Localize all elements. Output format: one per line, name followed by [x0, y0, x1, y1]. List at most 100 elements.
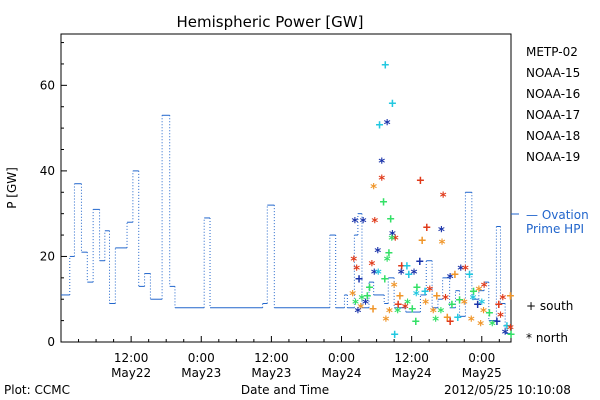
north-point: * [370, 268, 378, 283]
legend-entry: NOAA-19 [526, 150, 580, 164]
north-point: * [507, 323, 515, 338]
north-point: * [429, 306, 437, 321]
south-point: + [474, 298, 482, 313]
south-point: + [507, 289, 515, 304]
north-point: * [388, 233, 396, 248]
north-point: * [362, 298, 370, 313]
satellite-points: +++ *** +*+ *+* * * + **** + ** +* * +* ++* ** * +* **++ +… [349, 58, 515, 343]
south-point: + [381, 272, 389, 287]
north-point: * [422, 298, 430, 313]
north-point: * [397, 268, 405, 283]
north-point: * [457, 263, 465, 278]
north-point: * [383, 118, 391, 133]
north-point: * [386, 306, 394, 321]
north-point: * [349, 289, 357, 304]
south-point: + [448, 298, 456, 313]
south-point: + [355, 272, 363, 287]
south-point: + [421, 285, 429, 300]
south-point: + [363, 289, 371, 304]
south-point: + [451, 268, 459, 283]
north-point: * [391, 233, 399, 248]
south-point: + [387, 212, 395, 227]
north-point: * [388, 229, 396, 244]
ovation-prime-series [61, 114, 511, 334]
x-tick-time: 0:00 [188, 351, 215, 365]
north-point: * [467, 315, 475, 330]
south-point: + [376, 118, 384, 133]
north-point: * [374, 268, 382, 283]
south-point: + [380, 195, 388, 210]
north-point: * [382, 315, 390, 330]
south-point: + [391, 327, 399, 342]
south-point: + [466, 268, 474, 283]
legend: METP-02 NOAA-15 NOAA-16 NOAA-17 NOAA-18 NOAA-… [526, 45, 580, 164]
south-point: + [503, 319, 511, 334]
north-point: * [426, 285, 434, 300]
y-tick-label: 20 [40, 249, 55, 263]
north-point: * [439, 191, 447, 206]
north-point: * [378, 173, 386, 188]
north-point: * [368, 259, 376, 274]
legend-entry: NOAA-18 [526, 129, 580, 143]
x-tick-date: May25 [462, 366, 502, 380]
north-point: * [374, 246, 382, 261]
x-tick-date: May23 [251, 366, 291, 380]
south-point: + [423, 221, 431, 236]
north-point: * [497, 310, 505, 325]
south-key: + south [526, 299, 573, 313]
south-point: + [398, 259, 406, 274]
north-point: * [501, 327, 509, 342]
chart-title: Hemispheric Power [GW] [177, 13, 364, 31]
north-point: * [354, 306, 362, 321]
north-point: * [378, 156, 386, 171]
south-point: + [408, 302, 416, 317]
south-point: + [470, 285, 478, 300]
south-point: + [385, 246, 393, 261]
south-point: + [485, 306, 493, 321]
north-point: * [371, 216, 379, 231]
north-point: * [394, 306, 402, 321]
north-point: * [460, 298, 468, 313]
north-point: * [437, 306, 445, 321]
north-point: * [432, 315, 440, 330]
ovation-legend-line1: — Ovation [526, 208, 589, 222]
x-tick-time: 12:00 [254, 351, 289, 365]
north-point: * [412, 289, 420, 304]
y-axis-label: P [GW] [5, 167, 19, 209]
south-point: + [417, 173, 425, 188]
x-axis-label: Date and Time [241, 383, 329, 397]
south-point: + [381, 58, 389, 73]
south-point: + [418, 233, 426, 248]
y-tick-label: 0 [47, 335, 55, 349]
north-point: * [383, 255, 391, 270]
south-point: + [433, 289, 441, 304]
legend-entry: NOAA-16 [526, 87, 580, 101]
north-point: * [477, 319, 485, 334]
north-point: * [390, 280, 398, 295]
north-point: * [353, 263, 361, 278]
ovation-legend-line2: Prime HPI [526, 222, 584, 236]
south-point: + [396, 289, 404, 304]
south-point: + [412, 315, 420, 330]
legend-entry: NOAA-15 [526, 66, 580, 80]
x-tick-date: May22 [111, 366, 151, 380]
x-tick-date: May23 [181, 366, 221, 380]
north-point: * [478, 298, 486, 313]
south-point: + [403, 259, 411, 274]
north-point: * [469, 293, 477, 308]
legend-entry: METP-02 [526, 45, 578, 59]
north-point: * [475, 285, 483, 300]
y-tick-label: 60 [40, 78, 55, 92]
north-point: * [480, 280, 488, 295]
south-point: + [416, 255, 424, 270]
x-tick-time: 12:00 [394, 351, 429, 365]
south-point: + [507, 327, 515, 342]
south-point: + [493, 315, 501, 330]
y-axis: 0 20 40 60 [40, 42, 67, 349]
north-key: * north [526, 331, 568, 345]
x-tick-time: 12:00 [114, 351, 149, 365]
south-point: + [443, 310, 451, 325]
north-point: * [410, 268, 418, 283]
north-point: * [462, 263, 470, 278]
